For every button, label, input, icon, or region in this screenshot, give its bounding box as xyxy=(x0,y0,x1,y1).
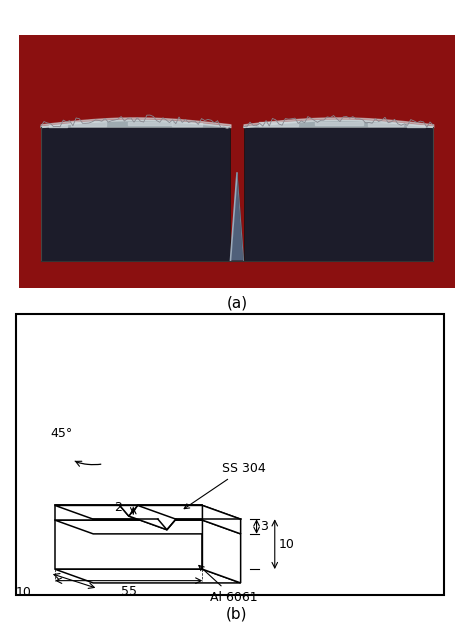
Polygon shape xyxy=(55,505,241,519)
Polygon shape xyxy=(202,520,241,583)
Text: 3: 3 xyxy=(260,520,268,533)
Text: 10: 10 xyxy=(278,538,294,551)
Polygon shape xyxy=(41,127,230,261)
Polygon shape xyxy=(244,127,433,261)
Polygon shape xyxy=(244,120,433,127)
Polygon shape xyxy=(41,120,230,127)
Text: 55: 55 xyxy=(121,585,137,598)
Polygon shape xyxy=(202,505,241,534)
Text: (a): (a) xyxy=(227,295,247,311)
Polygon shape xyxy=(230,173,244,261)
Text: Al 6061: Al 6061 xyxy=(199,566,257,604)
Text: 10: 10 xyxy=(15,586,31,598)
Text: SS 304: SS 304 xyxy=(184,462,265,508)
Polygon shape xyxy=(120,505,167,530)
Text: (b): (b) xyxy=(226,607,248,622)
Text: 2: 2 xyxy=(114,501,122,514)
Polygon shape xyxy=(129,505,176,530)
Polygon shape xyxy=(55,569,241,583)
Polygon shape xyxy=(55,520,241,534)
Text: 45°: 45° xyxy=(51,427,73,440)
Polygon shape xyxy=(55,520,202,569)
Polygon shape xyxy=(120,505,138,516)
Polygon shape xyxy=(55,505,202,520)
